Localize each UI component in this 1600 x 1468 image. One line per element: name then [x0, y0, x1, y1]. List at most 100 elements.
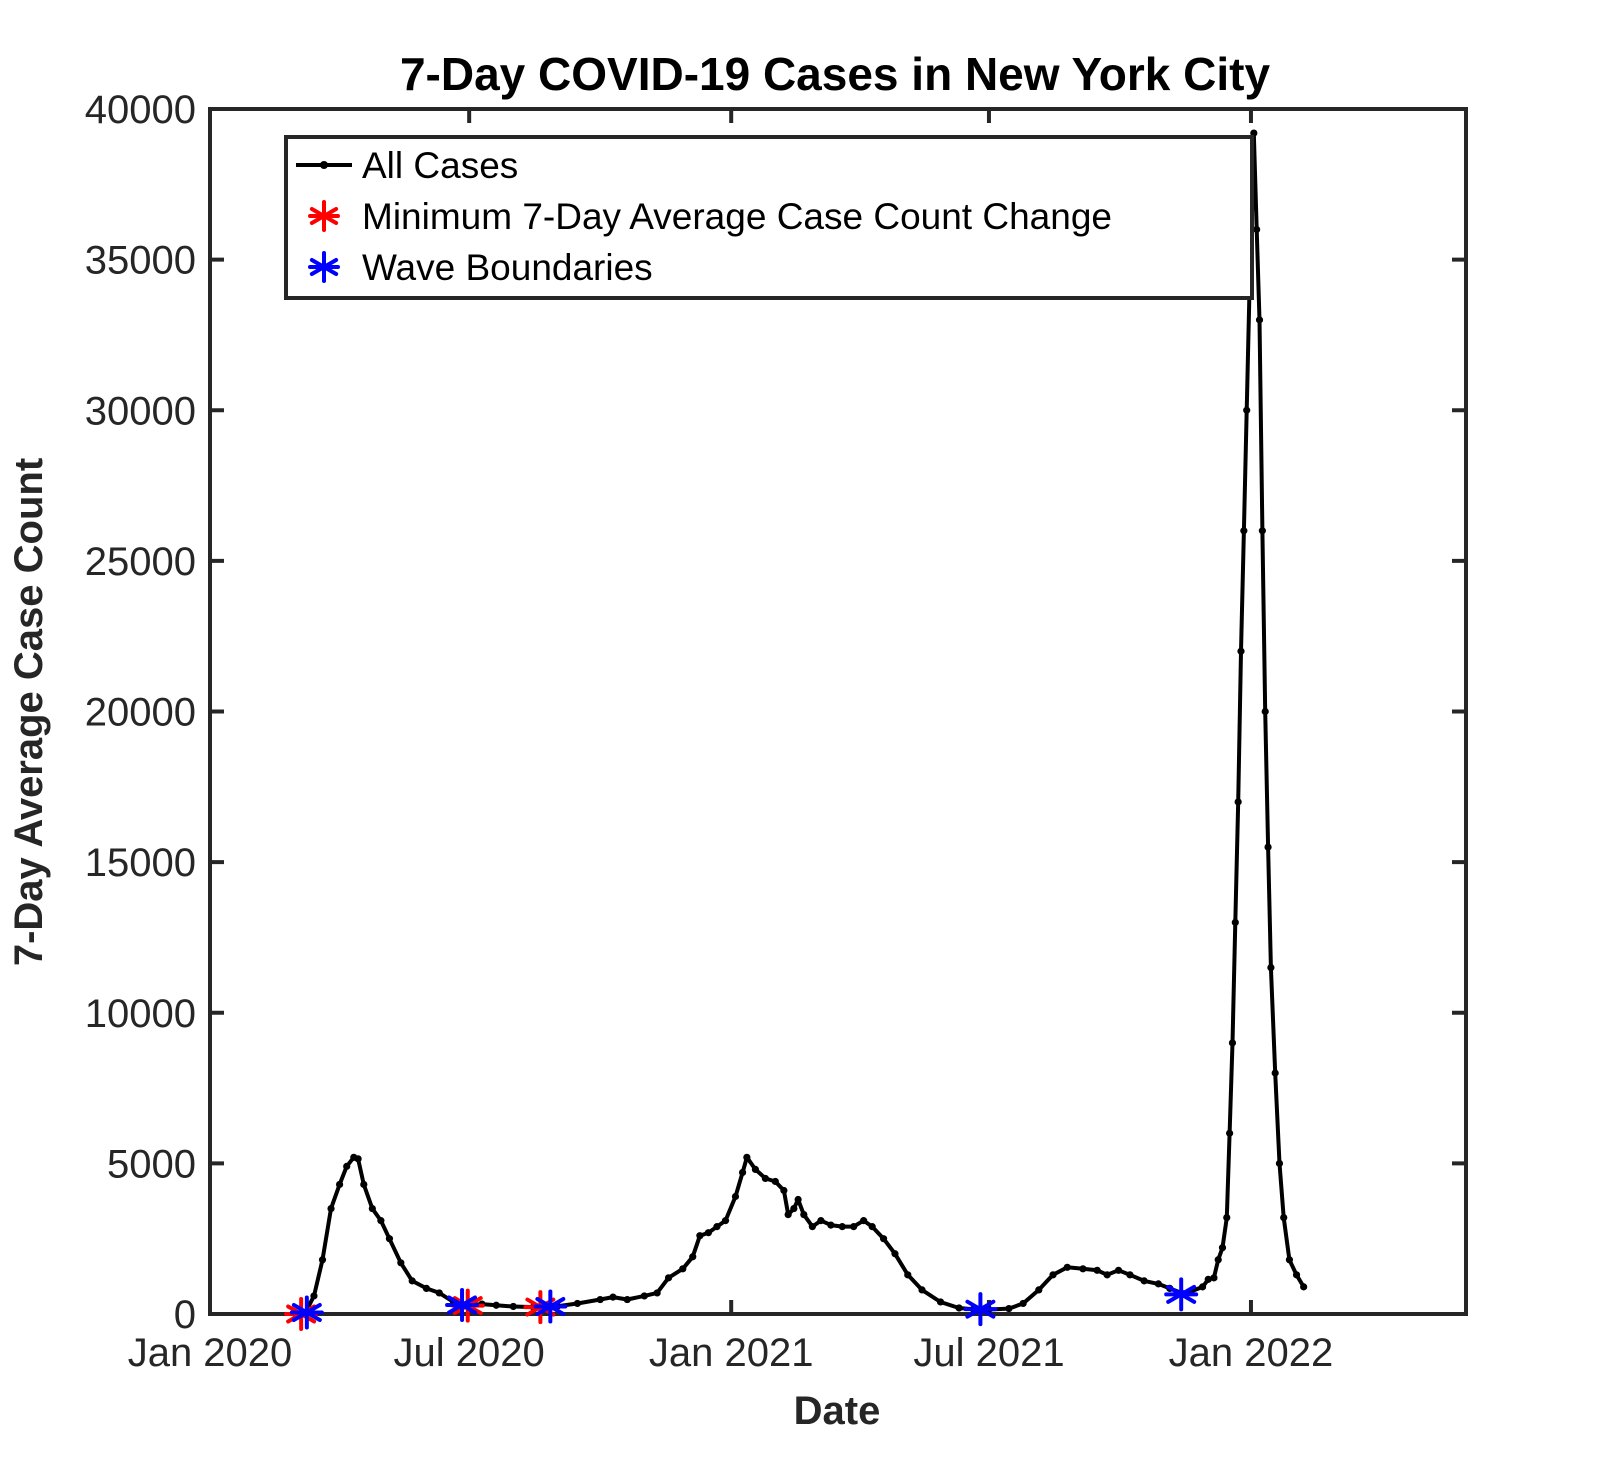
all-cases-point: [368, 1204, 376, 1213]
legend-swatch-minimum-7-day-average-case-count-change: [308, 200, 340, 232]
all-cases-point: [1292, 1271, 1301, 1279]
all-cases-point: [1253, 225, 1261, 234]
all-cases-point: [1218, 1244, 1227, 1252]
all-cases-point: [808, 1223, 816, 1231]
legend-label-all-cases: All Cases: [362, 145, 518, 186]
wave-boundaries-marker: [445, 1287, 480, 1322]
all-cases-point: [435, 1289, 443, 1297]
y-tick-label: 5000: [107, 1142, 196, 1186]
all-cases-point: [850, 1223, 858, 1231]
all-cases-point: [817, 1217, 825, 1225]
all-cases-point: [1210, 1274, 1218, 1282]
y-tick-label: 15000: [85, 841, 196, 885]
series-layer: [284, 129, 1308, 1331]
all-cases-point: [1103, 1271, 1111, 1279]
all-cases-point: [1063, 1263, 1071, 1271]
all-cases-point: [1267, 963, 1275, 972]
all-cases-point: [679, 1265, 687, 1273]
all-cases-point: [1237, 647, 1245, 655]
x-tick-label: Jul 2021: [913, 1331, 1064, 1375]
legend-label-minimum-7-day-average-case-count-change: Minimum 7-Day Average Case Count Change: [362, 196, 1112, 237]
legend-box: [284, 135, 1254, 300]
all-cases-point: [1300, 1283, 1308, 1291]
all-cases-point: [1154, 1280, 1163, 1288]
x-axis-label: Date: [794, 1389, 881, 1433]
all-cases-point: [696, 1232, 704, 1240]
legend-swatch-dot: [320, 161, 328, 169]
y-tick-label: 0: [174, 1293, 196, 1337]
all-cases-point: [609, 1293, 617, 1301]
all-cases-point: [310, 1292, 318, 1300]
all-cases-point: [879, 1235, 888, 1243]
all-cases-point: [1140, 1277, 1148, 1285]
all-cases-point: [664, 1274, 673, 1282]
all-cases-point: [1228, 1039, 1237, 1047]
legend-swatch-wave-boundaries: [308, 251, 340, 283]
x-tick-label: Jan 2022: [1169, 1331, 1334, 1375]
all-cases-point: [704, 1229, 713, 1237]
all-cases-point: [1231, 918, 1239, 926]
all-cases-point: [596, 1295, 604, 1304]
y-tick-label: 30000: [85, 389, 196, 433]
all-cases-point: [827, 1221, 835, 1229]
all-cases-point: [860, 1217, 868, 1225]
all-cases-point: [1204, 1275, 1212, 1283]
all-cases-point: [794, 1195, 802, 1204]
all-cases-point: [1261, 707, 1269, 716]
all-cases-point: [838, 1223, 846, 1231]
all-cases-point: [1114, 1266, 1123, 1274]
all-cases-point: [327, 1204, 335, 1213]
legend-label-wave-boundaries: Wave Boundaries: [362, 247, 653, 288]
all-cases-point: [318, 1256, 327, 1264]
all-cases-point: [573, 1299, 582, 1308]
all-cases-point: [1035, 1286, 1043, 1294]
all-cases-point: [422, 1284, 431, 1292]
all-cases-point: [868, 1223, 876, 1231]
all-cases-point: [771, 1177, 779, 1186]
all-cases-point: [1243, 406, 1251, 414]
all-cases-point: [354, 1155, 362, 1163]
all-cases-point: [955, 1304, 963, 1312]
all-cases-point: [1234, 798, 1242, 806]
all-cases-point: [335, 1180, 344, 1189]
all-cases-line: [295, 131, 1306, 1316]
all-cases-point: [377, 1217, 385, 1225]
all-cases-point: [1049, 1271, 1057, 1279]
all-cases-point: [1255, 316, 1264, 324]
wave-boundaries-marker: [533, 1289, 568, 1324]
all-cases-point: [360, 1180, 368, 1189]
all-cases-point: [1226, 1129, 1234, 1137]
all-cases-point: [1240, 527, 1248, 535]
all-cases-point: [1198, 1283, 1207, 1291]
all-cases-point: [790, 1204, 798, 1213]
all-cases-point: [1019, 1299, 1027, 1308]
y-tick-label: 10000: [85, 992, 196, 1036]
all-cases-point: [397, 1259, 405, 1267]
all-cases-point: [1079, 1265, 1087, 1273]
all-cases-point: [904, 1271, 912, 1279]
all-cases-point: [731, 1192, 740, 1201]
all-cases-point: [1126, 1271, 1134, 1279]
all-cases-point: [1271, 1069, 1279, 1077]
y-tick-label: 40000: [85, 88, 196, 132]
all-cases-point: [689, 1253, 697, 1261]
all-cases-point: [640, 1292, 648, 1300]
all-cases-point: [492, 1301, 500, 1309]
all-cases-point: [784, 1210, 792, 1219]
all-cases-point: [891, 1250, 899, 1258]
all-cases-point: [918, 1286, 926, 1294]
wave-boundaries-marker: [963, 1292, 998, 1327]
all-cases-point: [343, 1162, 351, 1170]
all-cases-point: [800, 1210, 808, 1219]
all-cases-point: [1223, 1214, 1231, 1222]
y-tick-label: 35000: [85, 239, 196, 283]
all-cases-point: [761, 1174, 769, 1183]
all-cases-point: [623, 1295, 631, 1304]
wave-boundaries-marker: [289, 1295, 324, 1330]
wave-boundaries-marker: [1164, 1277, 1199, 1312]
all-cases-point: [743, 1153, 751, 1161]
x-tick-label: Jul 2020: [394, 1331, 545, 1375]
all-cases-point: [751, 1165, 760, 1173]
legend: All Cases Minimum 7-Day Average Case Coun…: [284, 135, 1254, 300]
